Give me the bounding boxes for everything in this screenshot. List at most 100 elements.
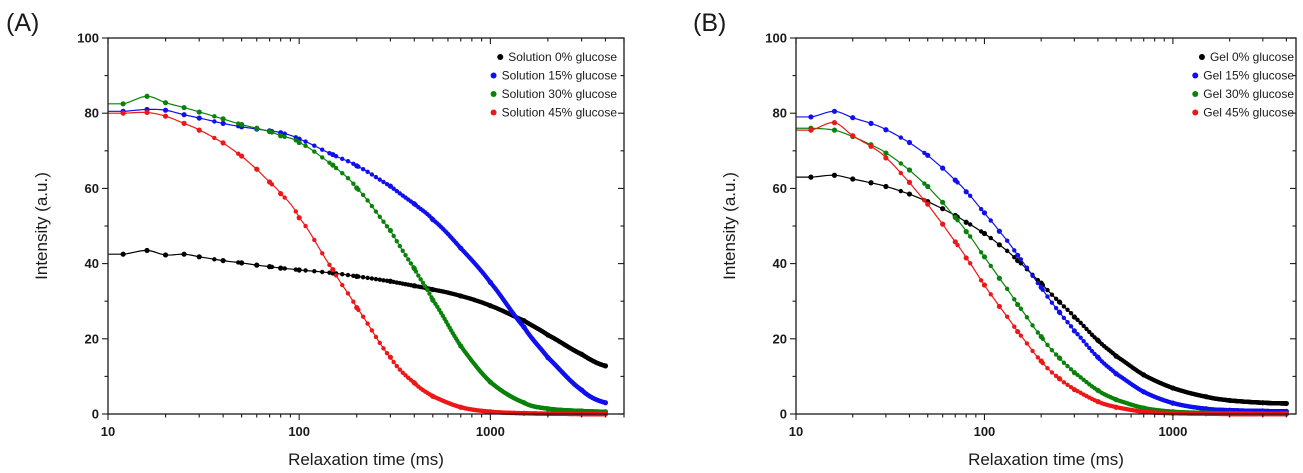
echo-point-solution-30pct-glucose — [418, 277, 423, 282]
echo-point-gel-15pct-glucose — [1004, 238, 1010, 243]
echo-point-gel-30pct-glucose — [1061, 360, 1067, 365]
echo-point-solution-15pct-glucose — [333, 154, 339, 159]
data-point-gel-0pct-glucose — [808, 174, 814, 180]
data-point-gel-45pct-glucose — [831, 120, 838, 126]
data-point-solution-45pct-glucose — [181, 120, 187, 126]
echo-point-gel-30pct-glucose — [1040, 336, 1046, 342]
echo-point-solution-30pct-glucose — [427, 291, 432, 296]
echo-point-solution-15pct-glucose — [345, 159, 351, 164]
echo-point-solution-0pct-glucose — [381, 278, 386, 283]
data-point-solution-15pct-glucose — [196, 115, 202, 121]
echo-point-gel-15pct-glucose — [997, 229, 1002, 234]
dense-points-gel-45pct-glucose — [898, 170, 1289, 417]
echo-point-solution-0pct-glucose — [356, 274, 361, 279]
dense-points-solution-15pct-glucose — [212, 119, 608, 405]
data-point-solution-0pct-glucose — [278, 265, 284, 271]
echo-point-gel-30pct-glucose — [1068, 367, 1074, 372]
dense-points-gel-15pct-glucose — [898, 135, 1289, 414]
echo-point-solution-15pct-glucose — [391, 186, 396, 191]
echo-point-gel-15pct-glucose — [898, 135, 904, 140]
echo-point-solution-30pct-glucose — [403, 253, 408, 258]
data-point-gel-30pct-glucose — [1015, 301, 1021, 308]
echo-point-gel-45pct-glucose — [1035, 355, 1041, 360]
data-point-gel-45pct-glucose — [868, 143, 874, 149]
echo-point-gel-15pct-glucose — [1024, 265, 1030, 270]
echo-point-solution-45pct-glucose — [351, 299, 356, 304]
echo-point-gel-0pct-glucose — [1065, 307, 1070, 312]
legend-label-solution-45pct-glucose: Solution 45% glucose — [502, 106, 618, 120]
echo-point-gel-0pct-glucose — [988, 235, 993, 241]
echo-point-solution-15pct-glucose — [356, 164, 361, 169]
echo-point-solution-0pct-glucose — [603, 363, 608, 369]
echo-point-solution-30pct-glucose — [381, 219, 386, 224]
x-tick-label: 10 — [789, 424, 803, 439]
data-point-gel-30pct-glucose — [981, 254, 988, 260]
echo-point-gel-45pct-glucose — [997, 304, 1002, 309]
echo-point-gel-30pct-glucose — [1004, 286, 1010, 292]
data-point-solution-30pct-glucose — [330, 162, 336, 168]
echo-point-gel-15pct-glucose — [940, 165, 945, 171]
echo-point-gel-45pct-glucose — [1061, 380, 1067, 385]
echo-point-solution-45pct-glucose — [356, 307, 361, 312]
echo-point-solution-0pct-glucose — [303, 268, 308, 273]
echo-point-solution-45pct-glucose — [293, 209, 298, 214]
data-point-gel-30pct-glucose — [906, 167, 913, 173]
echo-point-solution-0pct-glucose — [345, 272, 351, 278]
echo-point-solution-15pct-glucose — [369, 172, 375, 177]
echo-point-solution-30pct-glucose — [384, 224, 390, 229]
echo-point-gel-0pct-glucose — [1061, 304, 1067, 309]
legend-marker-gel-0pct-glucose — [1198, 54, 1205, 60]
data-point-gel-45pct-glucose — [925, 201, 931, 207]
echo-point-solution-45pct-glucose — [365, 321, 370, 326]
data-point-gel-0pct-glucose — [831, 172, 838, 178]
echo-point-gel-45pct-glucose — [1068, 384, 1074, 390]
echo-point-gel-15pct-glucose — [1075, 331, 1080, 337]
dense-points-solution-45pct-glucose — [212, 135, 608, 417]
echo-point-gel-0pct-glucose — [1072, 314, 1077, 320]
data-point-solution-0pct-glucose — [196, 254, 202, 260]
echo-point-gel-30pct-glucose — [1035, 330, 1041, 335]
echo-point-solution-45pct-glucose — [303, 223, 308, 229]
data-point-gel-45pct-glucose — [952, 239, 958, 245]
echo-point-gel-0pct-glucose — [997, 242, 1002, 247]
panel-a-y-axis-title: Intensity (a.u.) — [32, 172, 51, 280]
panel-b: (B) 10 100 1000 0 20 40 60 80 100 Relaxation tim… — [693, 9, 1297, 469]
data-point-solution-0pct-glucose — [144, 247, 150, 254]
echo-point-gel-15pct-glucose — [955, 180, 960, 185]
echo-point-gel-0pct-glucose — [1081, 323, 1086, 329]
echo-point-solution-15pct-glucose — [320, 147, 325, 152]
data-point-solution-45pct-glucose — [162, 113, 169, 119]
echo-point-solution-15pct-glucose — [365, 169, 370, 175]
legend-marker-solution-15pct-glucose — [490, 72, 497, 79]
echo-point-solution-15pct-glucose — [384, 181, 390, 187]
data-point-gel-15pct-glucose — [981, 210, 988, 216]
echo-point-solution-30pct-glucose — [356, 187, 361, 192]
echo-point-gel-30pct-glucose — [922, 181, 927, 186]
echo-point-gel-15pct-glucose — [1012, 248, 1017, 253]
echo-point-solution-0pct-glucose — [212, 257, 217, 262]
dense-points-gel-0pct-glucose — [898, 188, 1289, 406]
echo-point-gel-0pct-glucose — [1018, 261, 1024, 266]
y-tick-label: 80 — [85, 106, 99, 121]
echo-point-solution-15pct-glucose — [282, 131, 287, 136]
echo-point-solution-30pct-glucose — [269, 130, 275, 135]
echo-point-solution-0pct-glucose — [377, 277, 382, 282]
echo-point-solution-45pct-glucose — [327, 262, 332, 268]
echo-point-gel-45pct-glucose — [1057, 377, 1063, 382]
panel-a: (A) 10 100 1000 0 20 40 60 80 100 Relaxation tim… — [6, 9, 625, 469]
echo-point-gel-15pct-glucose — [1078, 335, 1083, 340]
echo-point-gel-30pct-glucose — [1030, 323, 1035, 328]
echo-point-gel-15pct-glucose — [1061, 315, 1067, 321]
echo-point-solution-45pct-glucose — [254, 167, 259, 172]
echo-point-solution-30pct-glucose — [236, 121, 241, 126]
echo-point-gel-30pct-glucose — [1049, 347, 1055, 353]
data-point-solution-0pct-glucose — [296, 267, 302, 273]
echo-point-solution-45pct-glucose — [377, 340, 382, 346]
echo-point-gel-15pct-glucose — [1087, 345, 1092, 351]
echo-point-gel-15pct-glucose — [1057, 310, 1063, 316]
panel-a-axes: 10 100 1000 0 20 40 60 80 100 — [77, 31, 625, 439]
echo-point-solution-30pct-glucose — [345, 175, 351, 181]
echo-point-solution-15pct-glucose — [394, 188, 399, 194]
echo-point-solution-30pct-glucose — [425, 287, 430, 293]
echo-point-gel-0pct-glucose — [1057, 300, 1063, 305]
